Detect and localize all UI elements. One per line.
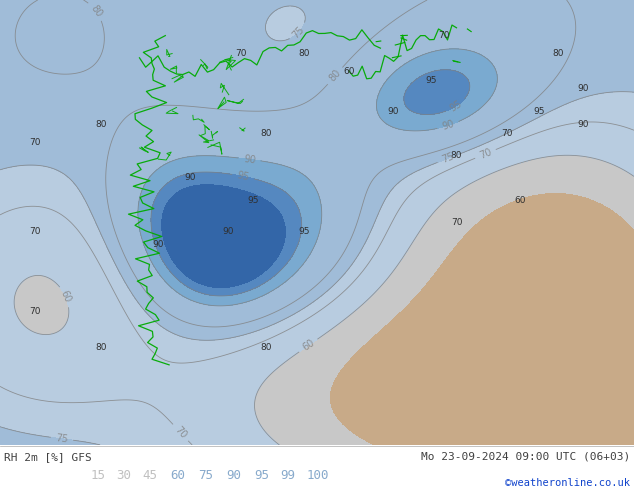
- Text: Mo 23-09-2024 09:00 UTC (06+03): Mo 23-09-2024 09:00 UTC (06+03): [421, 452, 630, 462]
- Text: 90: 90: [441, 119, 455, 132]
- Text: 75: 75: [55, 433, 69, 444]
- Text: 70: 70: [29, 227, 41, 236]
- Text: 90: 90: [153, 240, 164, 249]
- Text: 90: 90: [184, 173, 196, 182]
- Text: 80: 80: [88, 3, 103, 19]
- Text: 95: 95: [254, 469, 269, 483]
- Text: 90: 90: [223, 227, 234, 236]
- Text: 70: 70: [29, 307, 41, 316]
- Text: 70: 70: [451, 218, 462, 227]
- Text: 80: 80: [96, 120, 107, 129]
- Text: 60: 60: [171, 469, 186, 483]
- Text: 60: 60: [514, 196, 526, 205]
- Text: 95: 95: [236, 171, 250, 183]
- Text: 30: 30: [117, 469, 131, 483]
- Text: 45: 45: [143, 469, 157, 483]
- Text: 70: 70: [235, 49, 247, 58]
- Text: 80: 80: [261, 343, 272, 351]
- Text: 60: 60: [58, 289, 72, 304]
- Text: 80: 80: [96, 343, 107, 351]
- Text: 70: 70: [478, 147, 493, 161]
- Text: 95: 95: [299, 227, 310, 236]
- Text: 90: 90: [226, 469, 242, 483]
- Text: 100: 100: [307, 469, 329, 483]
- Text: 95: 95: [533, 107, 545, 116]
- Text: 70: 70: [172, 425, 188, 441]
- Text: 70: 70: [29, 138, 41, 147]
- Text: 70: 70: [501, 129, 513, 138]
- Text: 99: 99: [280, 469, 295, 483]
- Text: 95: 95: [425, 75, 437, 85]
- Text: 75: 75: [441, 151, 456, 165]
- Text: 95: 95: [248, 196, 259, 205]
- Text: ©weatheronline.co.uk: ©weatheronline.co.uk: [505, 478, 630, 488]
- Text: 80: 80: [299, 49, 310, 58]
- Text: 80: 80: [552, 49, 564, 58]
- Text: 60: 60: [301, 338, 316, 353]
- Text: 80: 80: [261, 129, 272, 138]
- Text: 90: 90: [387, 107, 399, 116]
- Text: 90: 90: [243, 153, 256, 165]
- Text: 70: 70: [438, 31, 450, 40]
- Text: 95: 95: [448, 98, 464, 114]
- Text: RH 2m [%] GFS: RH 2m [%] GFS: [4, 452, 92, 462]
- Text: 90: 90: [578, 120, 589, 129]
- Text: 75: 75: [198, 469, 214, 483]
- Text: 15: 15: [91, 469, 105, 483]
- Text: 90: 90: [578, 84, 589, 94]
- Text: 80: 80: [451, 151, 462, 160]
- Text: 60: 60: [343, 67, 354, 75]
- Text: 80: 80: [327, 68, 343, 84]
- Text: 75: 75: [291, 24, 307, 40]
